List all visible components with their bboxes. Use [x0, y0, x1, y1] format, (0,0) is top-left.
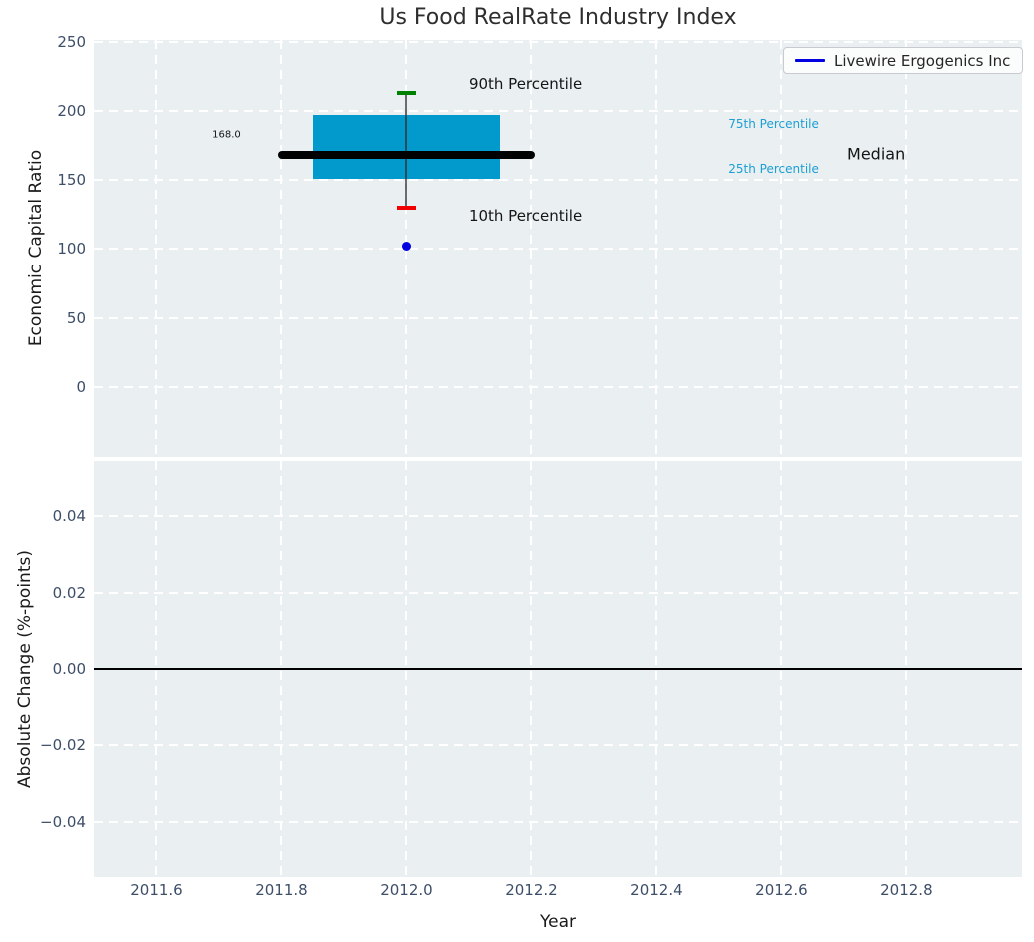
y-tick-label: 0.00 — [52, 660, 86, 678]
y-tick-label: 0 — [76, 378, 86, 397]
y-tick-label: 0.04 — [52, 507, 86, 526]
x-tick-label: 2012.6 — [755, 881, 808, 899]
median-line — [278, 151, 535, 160]
y-tick-label: 0.02 — [52, 583, 86, 602]
x-tick-label: 2012.4 — [630, 881, 683, 899]
y-tick-label: 200 — [57, 102, 86, 121]
horizontal-gridline — [94, 744, 1022, 747]
y-tick-label: 100 — [57, 240, 86, 259]
chart-title: Us Food RealRate Industry Index — [379, 5, 737, 30]
horizontal-gridline — [94, 317, 1022, 320]
annotation-median: Median — [847, 144, 906, 164]
horizontal-gridline — [94, 386, 1022, 389]
horizontal-gridline — [94, 591, 1022, 594]
horizontal-gridline — [94, 515, 1022, 518]
x-tick-label: 2012.0 — [380, 881, 433, 899]
x-axis-label: Year — [540, 912, 576, 932]
x-tick-label: 2011.6 — [130, 881, 183, 899]
company-datapoint — [401, 242, 411, 252]
annotation-168-0: 168.0 — [212, 129, 241, 141]
whisker-line — [405, 93, 408, 208]
horizontal-gridline — [94, 41, 1022, 44]
y-tick-label: −0.02 — [40, 736, 86, 755]
x-tick-label: 2011.8 — [255, 881, 308, 899]
horizontal-gridline — [94, 179, 1022, 182]
p90-cap — [396, 91, 417, 96]
y-tick-label: 250 — [57, 33, 86, 52]
y-tick-label: 150 — [57, 171, 86, 190]
annotation-90th-percentile: 90th Percentile — [468, 74, 583, 93]
y-tick-label: −0.04 — [40, 812, 86, 831]
legend-label: Livewire Ergogenics Inc — [834, 51, 1011, 70]
horizontal-gridline — [94, 110, 1022, 113]
y-tick-label: 50 — [66, 309, 86, 328]
p10-cap — [396, 205, 417, 210]
bottom-axes — [94, 461, 1022, 877]
annotation-25th-percentile: 25th Percentile — [728, 162, 819, 177]
horizontal-gridline — [94, 248, 1022, 251]
annotation-10th-percentile: 10th Percentile — [468, 207, 583, 226]
legend-line-swatch — [795, 59, 825, 62]
top-axes: 90th Percentile 10th Percentile 75th Perce… — [94, 40, 1022, 457]
legend: Livewire Ergogenics Inc — [783, 47, 1024, 74]
horizontal-gridline — [94, 820, 1022, 823]
zero-baseline — [94, 668, 1022, 670]
annotation-75th-percentile: 75th Percentile — [728, 116, 819, 131]
x-tick-label: 2012.2 — [505, 881, 558, 899]
x-tick-label: 2012.8 — [880, 881, 933, 899]
